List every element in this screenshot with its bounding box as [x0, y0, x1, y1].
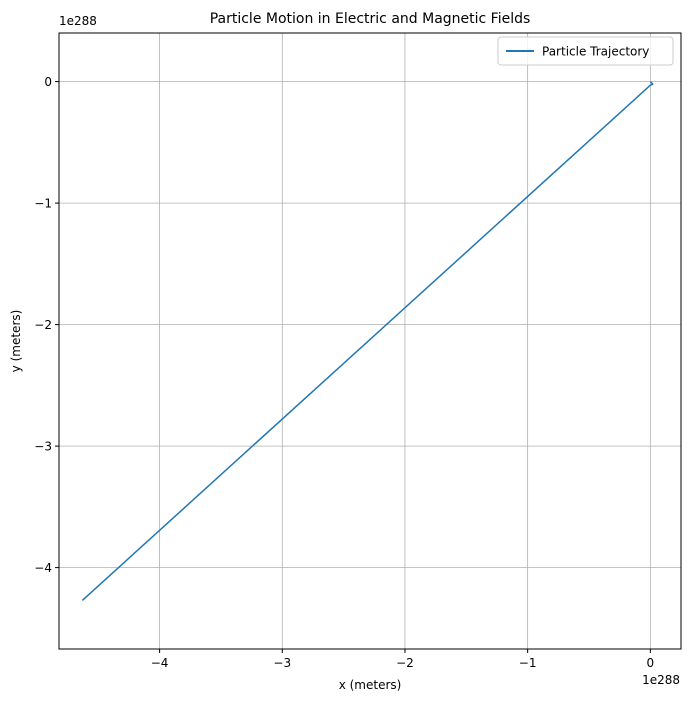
y-tick-label: −3: [34, 440, 52, 454]
x-tick-label: −1: [519, 656, 537, 670]
series-line: [81, 81, 654, 601]
grid: [59, 33, 681, 649]
x-axis-label: x (meters): [339, 678, 402, 692]
x-tick-label: 0: [647, 656, 655, 670]
y-offset-label: 1e288: [59, 14, 97, 28]
y-tick-label: 0: [44, 75, 52, 89]
y-axis-ticks: 0 −1 −2 −3 −4: [34, 75, 59, 575]
x-tick-label: −2: [396, 656, 414, 670]
legend: Particle Trajectory: [497, 36, 674, 66]
legend-label: Particle Trajectory: [542, 45, 649, 59]
x-tick-label: −3: [273, 656, 291, 670]
series-layer: [81, 81, 654, 601]
chart-title: Particle Motion in Electric and Magnetic…: [210, 11, 531, 27]
y-axis-label: y (meters): [9, 310, 23, 373]
y-tick-label: −4: [34, 561, 52, 575]
plot-frame: [58, 32, 682, 650]
y-tick-label: −1: [34, 197, 52, 211]
x-axis-ticks: −4 −3 −2 −1 0: [151, 649, 654, 670]
x-offset-label: 1e288: [642, 673, 680, 687]
y-tick-label: −2: [34, 318, 52, 332]
legend-box: [497, 36, 674, 66]
x-tick-label: −4: [151, 656, 169, 670]
